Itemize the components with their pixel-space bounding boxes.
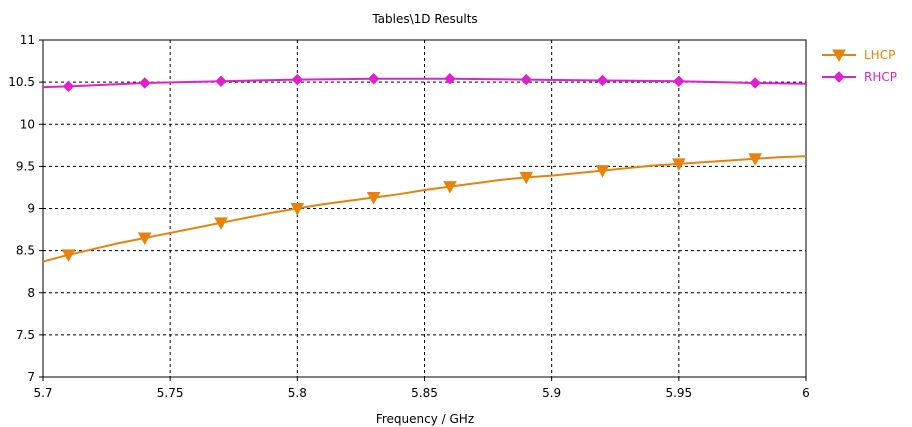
- legend-marker-rhcp: [833, 71, 845, 83]
- data-point-lhcp: [595, 165, 610, 178]
- x-tick-label: 5.95: [665, 386, 692, 400]
- data-point-lhcp: [366, 192, 381, 205]
- data-point-rhcp: [139, 77, 151, 89]
- y-tick-label: 10: [20, 117, 35, 131]
- data-point-rhcp: [444, 73, 456, 85]
- data-point-lhcp: [214, 217, 228, 230]
- legend: LHCP RHCP: [822, 48, 897, 84]
- data-point-rhcp: [520, 73, 532, 86]
- legend-item-lhcp: LHCP: [822, 48, 895, 63]
- data-point-lhcp: [519, 171, 534, 185]
- y-tick-label: 10.5: [8, 75, 35, 89]
- y-axis-ticks: 7 7.5 8 8.5 9 9.5 10 10.5 11: [8, 33, 43, 384]
- series-line-rhcp: [42, 77, 807, 89]
- data-point-lhcp: [290, 203, 305, 216]
- legend-marker-lhcp: [832, 49, 846, 63]
- x-tick-label: 5.75: [157, 386, 184, 400]
- series-lhcp: [42, 153, 807, 263]
- x-tick-label: 5.8: [288, 386, 307, 400]
- y-tick-label: 7: [27, 370, 35, 384]
- data-point-rhcp: [596, 74, 609, 87]
- grid-lines: [43, 40, 806, 377]
- x-axis-ticks: 5.7 5.75 5.8 5.85 5.9 5.95 6: [33, 377, 810, 400]
- data-point-rhcp: [367, 73, 380, 85]
- data-point-rhcp: [749, 77, 761, 89]
- legend-label-rhcp: RHCP: [864, 70, 897, 84]
- data-point-lhcp: [748, 153, 762, 166]
- x-tick-label: 5.85: [411, 386, 438, 400]
- series-layer: [42, 73, 807, 263]
- legend-label-lhcp: LHCP: [864, 48, 895, 62]
- y-tick-label: 8: [27, 286, 35, 300]
- y-tick-label: 9.5: [16, 159, 35, 173]
- data-point-rhcp: [62, 80, 75, 93]
- y-tick-label: 11: [20, 33, 35, 47]
- data-point-lhcp: [61, 249, 76, 262]
- y-tick-label: 7.5: [16, 328, 35, 342]
- data-point-rhcp: [673, 75, 685, 87]
- data-point-lhcp: [671, 158, 686, 171]
- chart-title: Tables\1D Results: [371, 12, 477, 26]
- data-point-rhcp: [215, 75, 227, 87]
- x-tick-label: 6: [802, 386, 810, 400]
- x-axis-label: Frequency / GHz: [376, 412, 474, 426]
- data-point-rhcp: [291, 73, 304, 86]
- data-point-lhcp: [443, 181, 457, 194]
- y-tick-label: 8.5: [16, 244, 35, 258]
- series-rhcp: [42, 73, 807, 93]
- legend-item-rhcp: RHCP: [822, 70, 897, 84]
- data-point-lhcp: [137, 232, 152, 246]
- x-tick-label: 5.9: [542, 386, 561, 400]
- x-tick-label: 5.7: [33, 386, 52, 400]
- y-tick-label: 9: [27, 202, 35, 216]
